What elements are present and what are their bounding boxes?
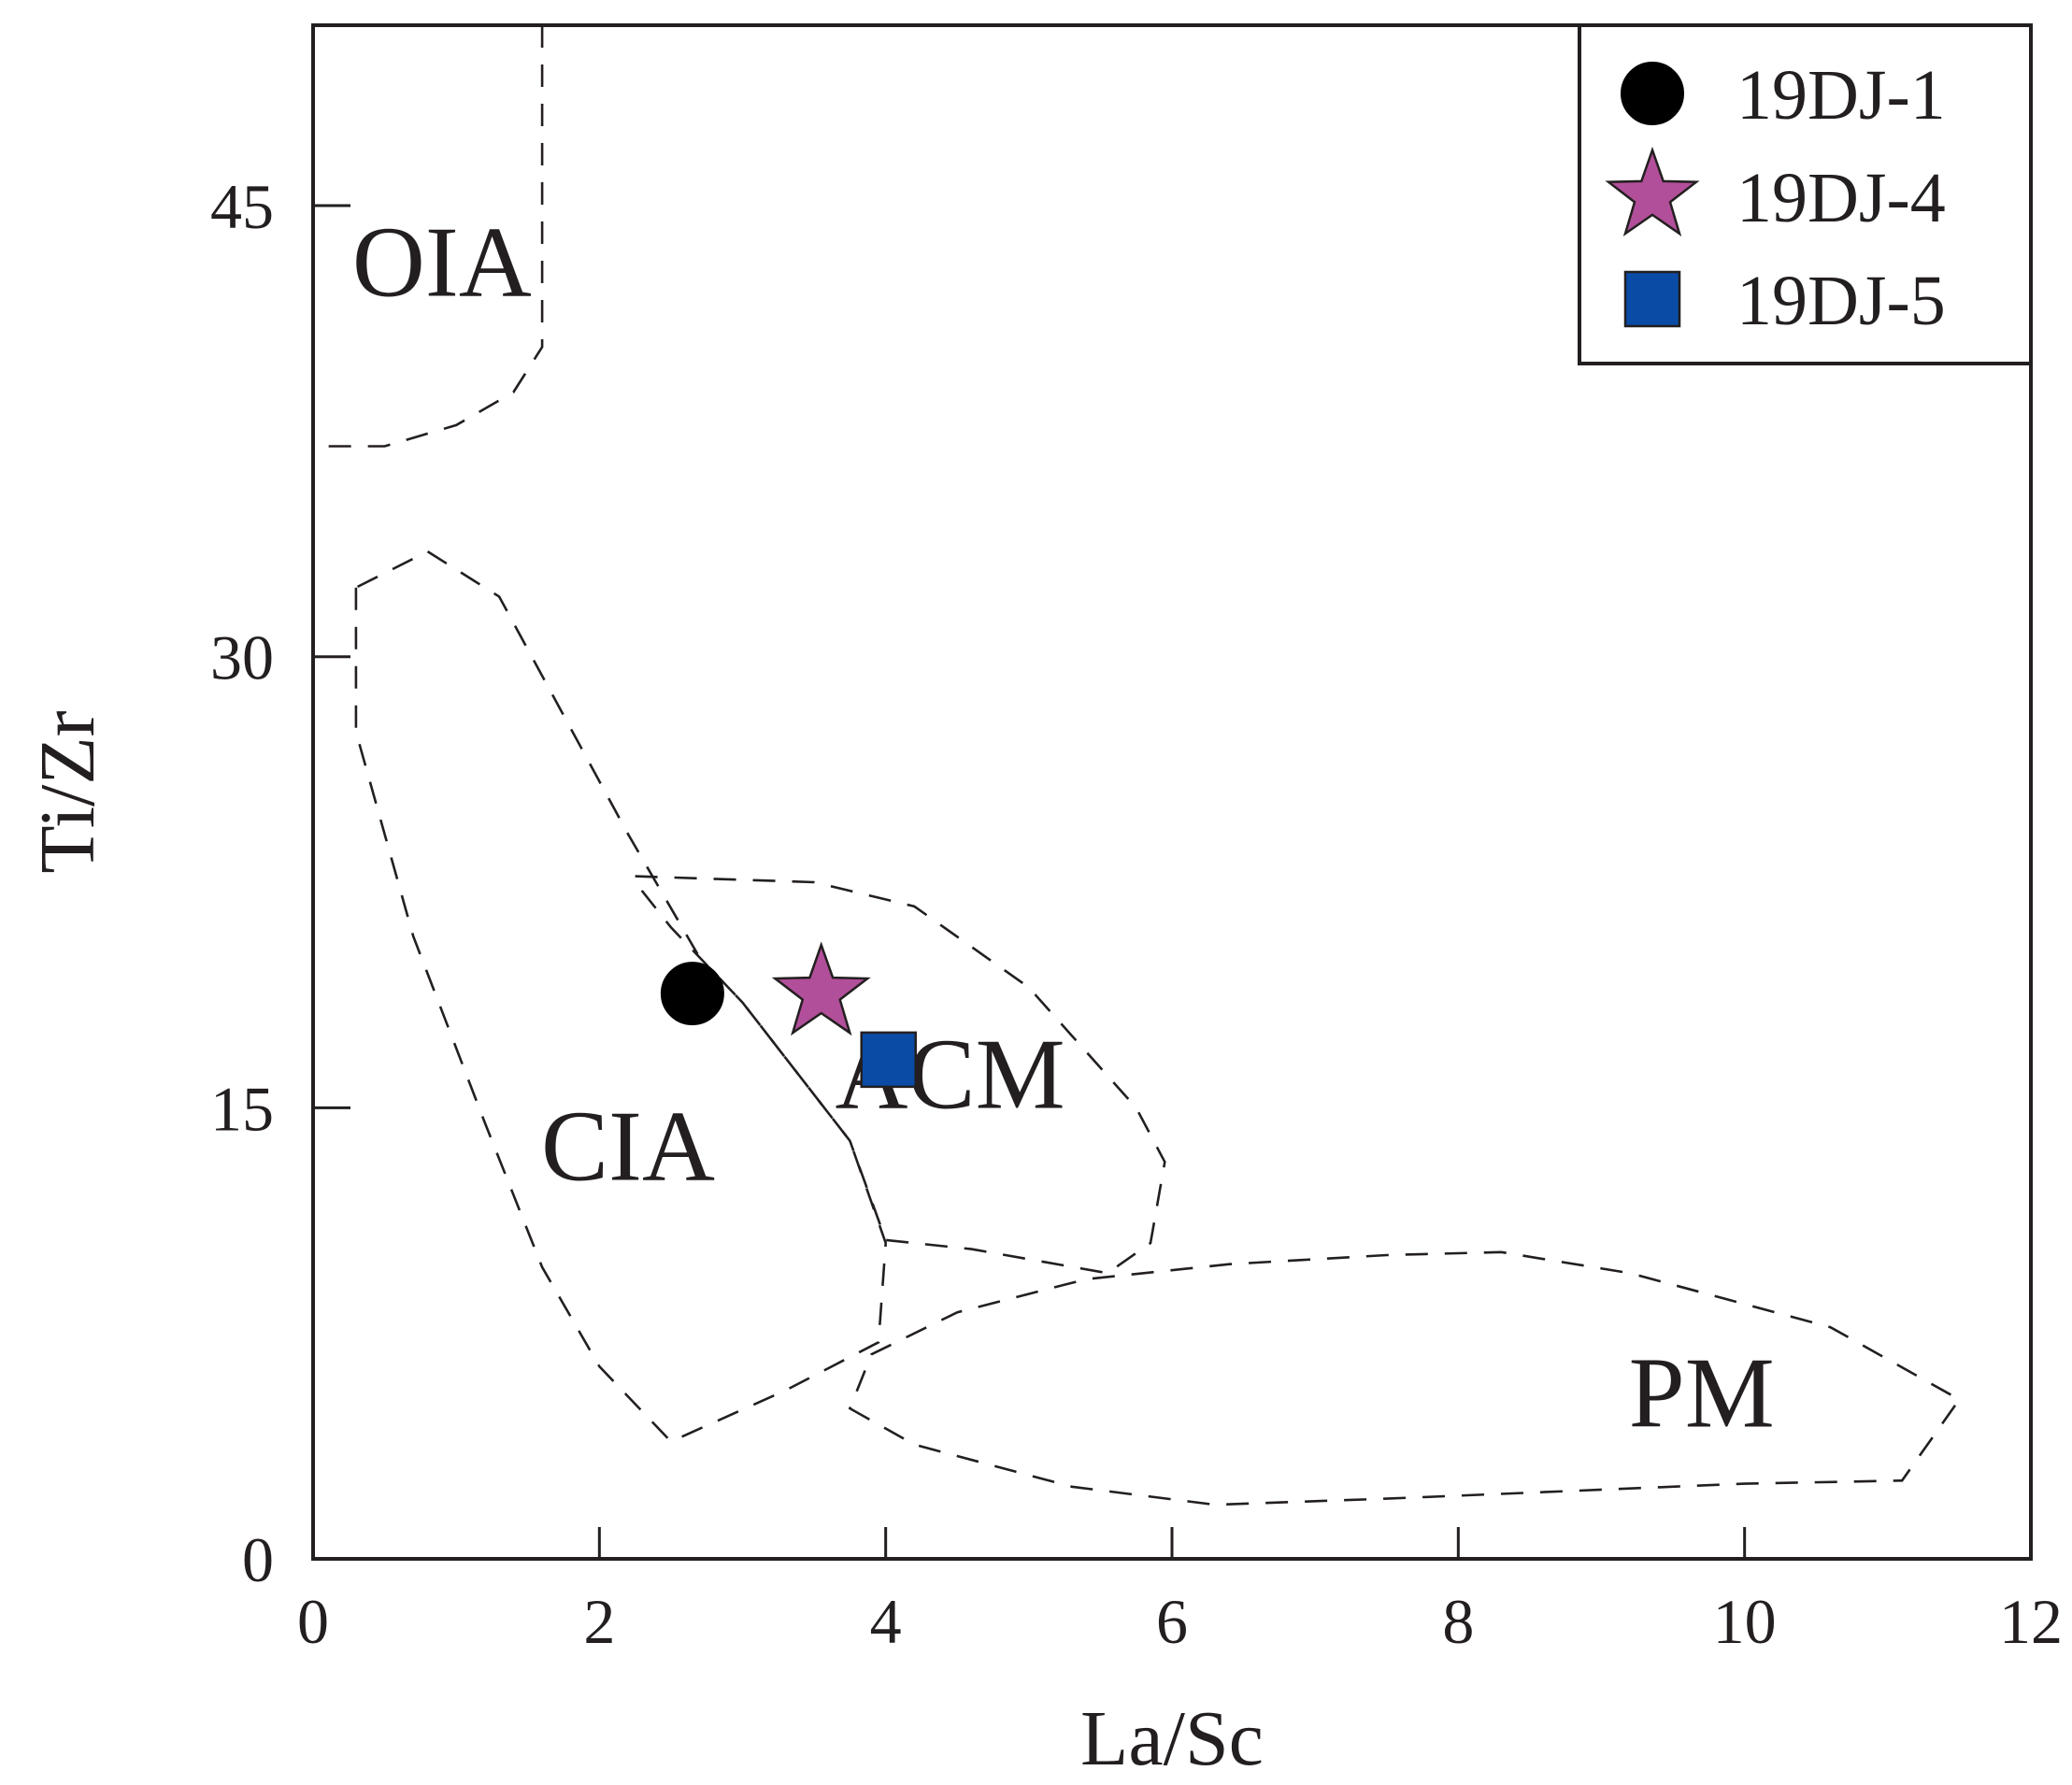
tectonic-field-outlines [313,25,1962,1507]
data-point-19dj-4 [771,941,871,1036]
x-axis-label: La/Sc [1080,1695,1264,1782]
field-outline-pm [848,1250,1962,1507]
data-point-19dj-1 [660,962,724,1026]
x-tick-label: 4 [870,1586,902,1657]
y-tick-label: 15 [210,1073,274,1144]
y-tick-label: 30 [210,622,274,693]
data-points [660,941,917,1089]
legend: 19DJ-1 19DJ-4 19DJ-5 [1578,23,2033,365]
y-tick-label: 45 [210,171,274,242]
x-tick-label: 8 [1442,1586,1474,1657]
field-label-pm: PM [1629,1337,1775,1449]
field-outline-acm [633,875,1166,1275]
y-axis-label: Ti/Zr [24,710,111,873]
data-point-19dj-5 [860,1031,917,1089]
x-tick-label: 6 [1156,1586,1188,1657]
legend-label-19dj-5: 19DJ-5 [1736,262,1946,340]
legend-label-19dj-4: 19DJ-4 [1736,159,1946,237]
field-label-oia: OIA [352,207,532,319]
field-outline-oia [313,25,544,448]
x-tick-label: 12 [1999,1586,2063,1657]
legend-marker-19dj-5 [1623,270,1681,328]
axis-ticks: 0 2 4 6 8 10 12 0 15 30 45 [210,171,2063,1657]
legend-box [1578,23,2033,365]
legend-marker-19dj-1 [1621,62,1684,125]
x-tick-label: 2 [583,1586,615,1657]
legend-marker-19dj-4 [1605,146,1700,237]
plot-frame [311,23,2033,1561]
field-outline-cia [354,550,888,1444]
plot-axes [311,23,2033,1561]
y-tick-label: 0 [242,1524,274,1595]
x-tick-label: 0 [297,1586,329,1657]
field-label-cia: CIA [541,1092,715,1203]
legend-label-19dj-1: 19DJ-1 [1736,56,1946,135]
x-tick-label: 10 [1713,1586,1777,1657]
